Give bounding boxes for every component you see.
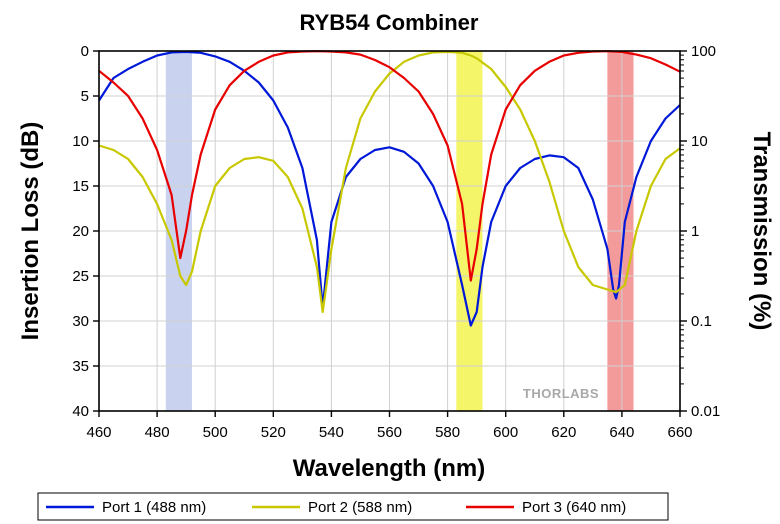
- x-tick-label: 580: [435, 424, 460, 441]
- legend-label-port-2: Port 2 (588 nm): [308, 499, 412, 516]
- x-tick-label: 480: [145, 424, 170, 441]
- x-tick-label: 500: [203, 424, 228, 441]
- series-lines: [98, 50, 681, 327]
- y-right-tick-label: 100: [691, 43, 716, 60]
- legend-label-port-3: Port 3 (640 nm): [522, 499, 626, 516]
- y-left-axis-label: Insertion Loss (dB): [17, 122, 44, 341]
- x-tick-label: 640: [609, 424, 634, 441]
- thorlabs-watermark: THORLABS: [523, 386, 599, 401]
- y-left-tick-label: 40: [72, 403, 89, 420]
- x-tick-label: 520: [261, 424, 286, 441]
- y-left-tick-label: 0: [81, 43, 89, 60]
- x-tick-label: 460: [86, 424, 111, 441]
- x-tick-label: 600: [493, 424, 518, 441]
- x-tick-label: 540: [319, 424, 344, 441]
- series-line-port-3: [98, 50, 681, 282]
- y-right-tick-label: 1: [691, 223, 699, 240]
- legend-label-port-1: Port 1 (488 nm): [102, 499, 206, 516]
- y-left-axis-ticks: 0 5 10 15 20 25 30 35 40: [72, 43, 99, 420]
- y-right-axis-label: Transmission (%): [748, 132, 775, 331]
- x-tick-label: 620: [551, 424, 576, 441]
- y-left-tick-label: 30: [72, 313, 89, 330]
- x-axis-ticks: 460 480 500 520 540 560 580 600 620 640 660: [86, 411, 693, 441]
- x-tick-label: 660: [667, 424, 692, 441]
- y-left-tick-label: 20: [72, 223, 89, 240]
- y-left-tick-label: 5: [81, 88, 89, 105]
- y-right-axis-ticks: 100 10 1 0.1 0.01: [680, 43, 720, 420]
- x-axis-label: Wavelength (nm): [293, 455, 485, 482]
- chart-title: RYB54 Combiner: [300, 10, 479, 35]
- y-left-tick-label: 15: [72, 178, 89, 195]
- legend-box: [37, 492, 669, 521]
- series-line-port-1: [98, 50, 681, 327]
- y-right-tick-label: 0.01: [691, 403, 720, 420]
- y-left-tick-label: 35: [72, 358, 89, 375]
- y-left-tick-label: 25: [72, 268, 89, 285]
- legend: Port 1 (488 nm) Port 2 (588 nm) Port 3 (64…: [46, 499, 626, 516]
- y-left-tick-label: 10: [72, 133, 89, 150]
- y-right-tick-label: 0.1: [691, 313, 712, 330]
- series-line-port-2: [98, 50, 681, 314]
- x-tick-label: 560: [377, 424, 402, 441]
- y-right-tick-label: 10: [691, 133, 708, 150]
